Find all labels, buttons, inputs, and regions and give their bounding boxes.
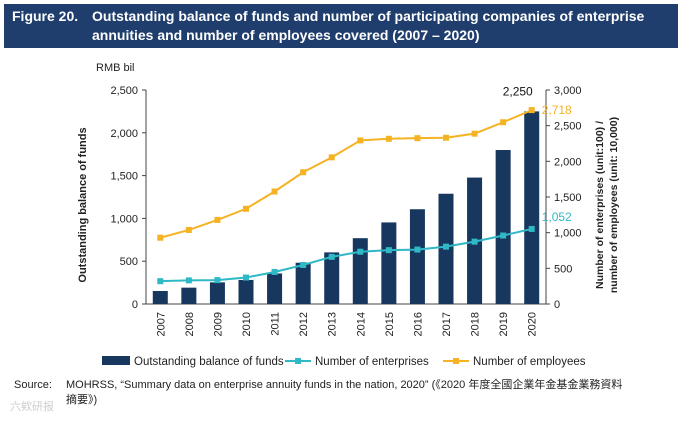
right-axis-tick-label: 2,500 xyxy=(554,121,582,133)
source-text-line2: 摘要》) xyxy=(66,394,98,406)
left-axis-tick-label: 2,500 xyxy=(110,85,138,97)
x-axis-tick-label: 2018 xyxy=(470,312,482,336)
point-number-of-enterprises-2018 xyxy=(471,238,478,245)
x-axis-tick-label: 2008 xyxy=(184,312,196,336)
line-number-of-employees xyxy=(160,109,533,239)
point-number-of-enterprises-2016 xyxy=(414,246,421,253)
point-number-of-employees-2008 xyxy=(185,226,192,233)
bar-balance-2015 xyxy=(381,222,397,304)
legend-number-of-employees-label: Number of employees xyxy=(473,356,586,368)
legend-outstanding-balance-of-funds-label: Outstanding balance of funds xyxy=(134,356,284,368)
point-number-of-enterprises-2020 xyxy=(528,225,535,232)
right-axis-title-line1: Number of enterprises (unit:100) / xyxy=(594,121,606,289)
point-number-of-employees-2018 xyxy=(471,130,478,137)
point-number-of-enterprises-2017 xyxy=(443,243,449,250)
point-number-of-enterprises-2009 xyxy=(214,277,221,284)
left-axis-unit: RMB bil xyxy=(96,62,135,74)
point-number-of-employees-2014 xyxy=(357,137,364,144)
left-axis-tick-label: 0 xyxy=(132,299,138,311)
point-number-of-enterprises-2015 xyxy=(385,247,392,254)
bar-balance-2007 xyxy=(152,290,168,304)
bar-balance-2014 xyxy=(352,238,368,304)
x-axis-tick-label: 2012 xyxy=(298,312,310,336)
x-axis-tick-label: 2010 xyxy=(241,312,253,336)
legend-number-of-enterprises-label: Number of enterprises xyxy=(315,356,429,368)
point-number-of-employees-2010 xyxy=(243,205,249,212)
x-axis-tick-label: 2016 xyxy=(412,312,424,336)
lines-group: 2,250 2,718 1,052 xyxy=(157,84,572,285)
right-axis-tick-label: 2,000 xyxy=(554,156,582,168)
legend-group: Outstanding balance of funds Number of en… xyxy=(102,356,586,368)
x-axis-tick-label: 2007 xyxy=(155,312,167,336)
source-note: Source: MOHRSS, “Summary data on enterpri… xyxy=(14,378,674,408)
bar-balance-2020 xyxy=(524,111,540,305)
point-number-of-enterprises-2014 xyxy=(357,248,364,255)
point-number-of-employees-2012 xyxy=(300,169,307,176)
x-axis-tick-label: 2013 xyxy=(327,312,339,336)
point-number-of-enterprises-2013 xyxy=(328,253,335,260)
bar-balance-2011 xyxy=(267,273,283,304)
chart-title-line1: Figure 20. Outstanding balance of funds a… xyxy=(12,7,670,26)
left-axis-tick-label: 1,500 xyxy=(110,171,138,183)
point-number-of-employees-2011 xyxy=(271,188,278,195)
bar-balance-2010 xyxy=(238,279,254,304)
bar-balance-2016 xyxy=(409,209,425,304)
chart-title-bar: Figure 20. Outstanding balance of funds a… xyxy=(4,4,678,48)
point-number-of-employees-2017 xyxy=(443,134,449,141)
title-text-line2: annuities and number of employees covere… xyxy=(92,27,480,43)
bar-balance-2012 xyxy=(295,262,311,304)
point-number-of-enterprises-2010 xyxy=(243,274,249,281)
data-label-enterprises-2020: 1,052 xyxy=(542,210,572,224)
right-axis-tick-label: 1,000 xyxy=(554,228,582,240)
left-axis-tick-label: 2,000 xyxy=(110,128,138,140)
x-axis-tick-label: 2017 xyxy=(441,312,453,336)
data-label-balance-2020: 2,250 xyxy=(503,84,533,98)
point-number-of-enterprises-2008 xyxy=(185,277,192,284)
right-axis-tick-label: 500 xyxy=(554,263,572,275)
x-axis-tick-label: 2009 xyxy=(212,312,224,336)
right-axis-tick-label: 3,000 xyxy=(554,85,582,97)
title-text-line1: Outstanding balance of funds and number … xyxy=(92,8,645,24)
source-label: Source: xyxy=(14,379,52,391)
point-number-of-employees-2019 xyxy=(500,119,507,126)
x-axis-tick-label: 2011 xyxy=(270,312,282,336)
point-number-of-enterprises-2007 xyxy=(157,278,164,285)
x-axis-tick-label: 2019 xyxy=(498,312,510,336)
watermark: 六欸研报 xyxy=(10,401,54,413)
point-number-of-enterprises-2012 xyxy=(300,261,307,268)
point-number-of-employees-2013 xyxy=(328,154,335,161)
right-axis-title-line2: number of employees (unit: 10,000) xyxy=(608,117,620,293)
data-label-employees-2020: 2,718 xyxy=(542,103,572,117)
point-number-of-employees-2020 xyxy=(528,107,535,114)
point-number-of-employees-2016 xyxy=(414,135,421,142)
left-axis-title: Outstanding balance of funds xyxy=(77,127,89,282)
line-number-of-enterprises xyxy=(160,227,532,283)
point-number-of-employees-2007 xyxy=(157,234,164,241)
legend-outstanding-balance-of-funds-swatch xyxy=(102,356,130,365)
left-axis-tick-label: 1,000 xyxy=(110,213,138,225)
legend-number-of-employees-swatch-marker xyxy=(453,358,459,364)
x-axis-tick-label: 2020 xyxy=(527,312,539,336)
bar-balance-2013 xyxy=(324,252,340,304)
point-number-of-enterprises-2011 xyxy=(271,268,278,275)
bar-balance-2008 xyxy=(181,287,197,304)
right-axis-tick-label: 1,500 xyxy=(554,192,582,204)
bars-group xyxy=(152,111,540,305)
figure-number: Figure 20. xyxy=(12,8,79,24)
bar-balance-2019 xyxy=(495,150,511,304)
x-axis-tick-label: 2015 xyxy=(384,312,396,336)
bar-balance-2009 xyxy=(209,282,225,304)
point-number-of-employees-2009 xyxy=(214,216,221,223)
left-axis-tick-label: 500 xyxy=(120,256,138,268)
legend-number-of-enterprises-swatch-marker xyxy=(295,358,301,364)
point-number-of-enterprises-2019 xyxy=(500,232,507,239)
point-number-of-employees-2015 xyxy=(385,135,392,142)
axes-group: 05001,0001,5002,0002,50005001,0001,5002,… xyxy=(110,85,581,336)
x-axis-tick-label: 2014 xyxy=(355,312,367,336)
right-axis-tick-label: 0 xyxy=(554,299,560,311)
source-text-line1: MOHRSS, “Summary data on enterprise annu… xyxy=(66,379,623,391)
